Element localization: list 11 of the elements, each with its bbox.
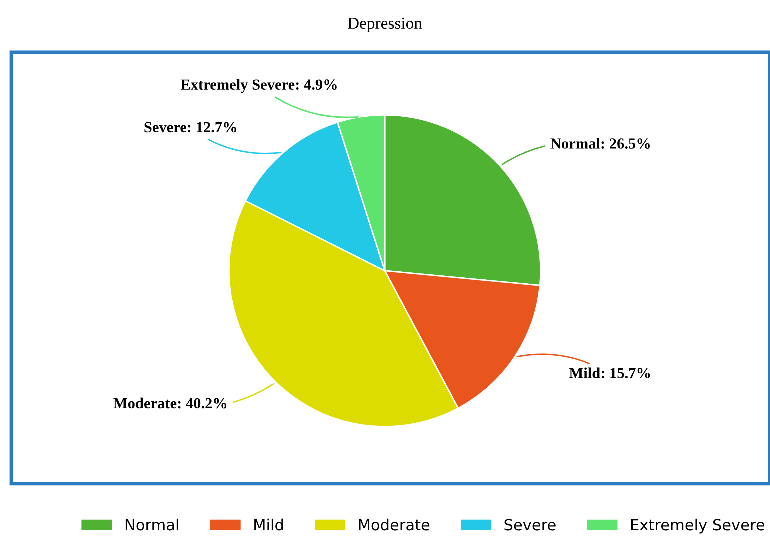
- data-label: Moderate: 40.2%: [114, 398, 227, 409]
- legend-label: Extremely Severe: [631, 518, 764, 534]
- data-label: Normal: 26.5%: [550, 138, 650, 149]
- data-label: Severe: 12.7%: [144, 122, 236, 133]
- data-label: Extremely Severe: 4.9%: [180, 79, 337, 94]
- chart-title: Depression: [348, 18, 422, 32]
- legend-label: Moderate: [359, 518, 430, 531]
- legend-label: Mild: [254, 518, 284, 531]
- legend-label: Normal: [126, 518, 178, 531]
- legend-label: Severe: [504, 519, 556, 531]
- data-label: Mild: 15.7%: [569, 368, 650, 379]
